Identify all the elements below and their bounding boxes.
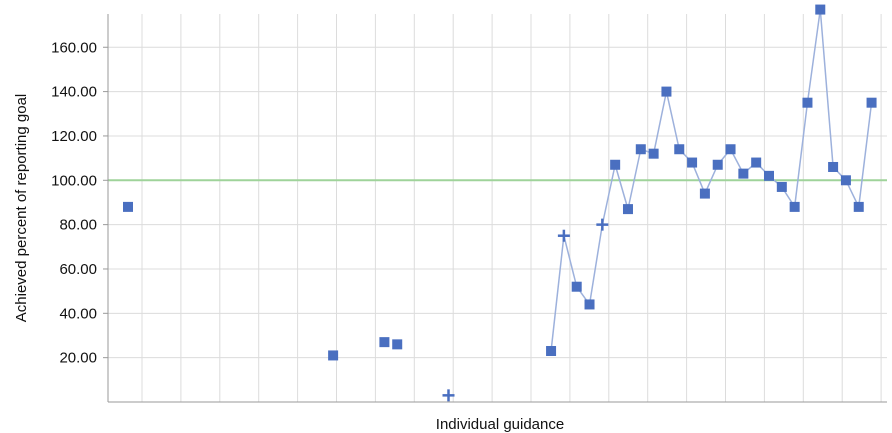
y-tick-labels: 20.00 40.00 60.00 80.00 100.00 120.00 140.00 16… [51, 39, 97, 366]
data-point-30 [866, 97, 877, 108]
data-point-2 [379, 337, 390, 348]
y-tick-label-3: 80.00 [59, 217, 97, 234]
grid [108, 14, 887, 402]
x-axis-title: Individual guidance [436, 416, 564, 433]
data-point-9 [596, 218, 609, 231]
data-point-18 [712, 159, 723, 170]
data-point-28 [840, 175, 851, 186]
data-point-3 [392, 339, 403, 350]
data-point-21 [751, 157, 762, 168]
data-point-25 [802, 97, 813, 108]
y-tick-label-1: 40.00 [59, 305, 97, 322]
data-point-17 [699, 188, 710, 199]
data-point-23 [776, 181, 787, 192]
data-point-0 [123, 201, 133, 212]
y-tick-label-5: 120.00 [51, 128, 97, 145]
data-point-29 [853, 201, 864, 212]
series-segment-11 [691, 162, 706, 194]
axes [103, 14, 887, 403]
y-tick-label-6: 140.00 [51, 84, 97, 101]
series-segment-21 [819, 9, 834, 168]
y-tick-label-7: 160.00 [51, 39, 97, 56]
data-point-24 [789, 201, 800, 212]
data-point-20 [738, 168, 749, 179]
series-segment-24 [857, 102, 873, 207]
data-point-10 [610, 159, 621, 170]
data-point-27 [828, 161, 839, 172]
series-segment-9 [665, 91, 680, 150]
data-point-15 [674, 144, 685, 155]
data-point-19 [725, 144, 736, 155]
series-segment-8 [652, 91, 668, 154]
series-segment-19 [793, 102, 809, 207]
data-point-8 [584, 299, 595, 310]
data-point-13 [648, 148, 659, 159]
series-markers [123, 4, 877, 402]
data-point-22 [764, 170, 774, 181]
data-point-26 [815, 4, 826, 15]
y-tick-label-4: 100.00 [51, 172, 97, 189]
data-point-4 [442, 389, 455, 402]
series-segment-1 [563, 235, 578, 287]
series-segment-0 [550, 235, 565, 352]
y-tick-label-0: 20.00 [59, 350, 97, 367]
data-point-5 [546, 346, 557, 357]
data-point-1 [328, 350, 339, 361]
series-segment-6 [627, 149, 642, 210]
data-point-11 [622, 204, 633, 215]
y-axis-title: Achieved percent of reporting goal [13, 94, 30, 322]
series-segment-4 [601, 164, 616, 225]
data-point-16 [687, 157, 698, 168]
data-point-12 [635, 144, 646, 155]
data-point-6 [557, 229, 570, 242]
y-tick-label-2: 60.00 [59, 261, 97, 278]
series-segment-3 [588, 224, 604, 305]
data-point-14 [661, 86, 672, 97]
series-segment-20 [806, 9, 822, 103]
series-segment-5 [614, 164, 629, 210]
data-point-7 [571, 281, 582, 292]
